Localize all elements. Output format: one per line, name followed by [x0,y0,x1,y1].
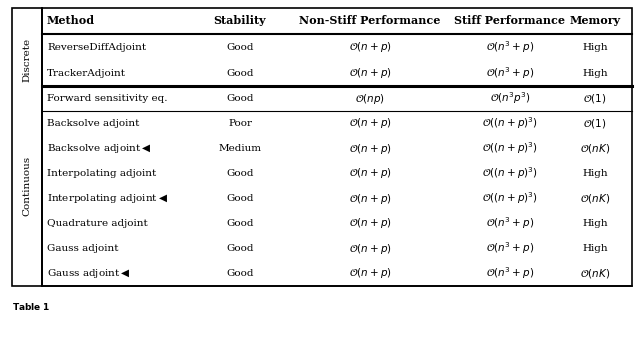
Text: $\mathcal{O}((n+p)^3)$: $\mathcal{O}((n+p)^3)$ [482,190,538,206]
Bar [12,8,42,286]
Text: High: High [582,42,608,51]
Text: $\mathbf{Table\ 1}$: $\mathbf{Table\ 1}$ [12,301,51,312]
Text: $\mathcal{O}((n+p)^3)$: $\mathcal{O}((n+p)^3)$ [482,141,538,156]
Text: $\mathcal{O}(n+p)$: $\mathcal{O}(n+p)$ [349,241,391,256]
Text: Non-Stiff Performance: Non-Stiff Performance [300,16,441,27]
Text: Quadrature adjoint: Quadrature adjoint [47,219,148,228]
Text: High: High [582,244,608,253]
Text: $\mathcal{O}(n^3+p)$: $\mathcal{O}(n^3+p)$ [486,240,534,256]
Text: $\mathcal{O}(n+p)$: $\mathcal{O}(n+p)$ [349,217,391,230]
Text: Good: Good [227,42,253,51]
Text: Gauss adjoint: Gauss adjoint [47,244,118,253]
Text: High: High [582,219,608,228]
Text: $\mathcal{O}(n+p)$: $\mathcal{O}(n+p)$ [349,141,391,156]
Text: TrackerAdjoint: TrackerAdjoint [47,69,126,78]
Text: Good: Good [227,269,253,278]
Text: Interpolating adjoint: Interpolating adjoint [47,169,156,178]
Text: $\mathcal{O}(nK)$: $\mathcal{O}(nK)$ [580,142,610,155]
Text: Poor: Poor [228,119,252,128]
Text: Good: Good [227,244,253,253]
Text: $\mathcal{O}(n^3+p)$: $\mathcal{O}(n^3+p)$ [486,39,534,55]
Text: $\mathcal{O}(n+p)$: $\mathcal{O}(n+p)$ [349,66,391,80]
Text: Medium: Medium [218,144,262,153]
Text: $\mathcal{O}(np)$: $\mathcal{O}(np)$ [355,91,385,106]
Text: $\mathcal{O}(nK)$: $\mathcal{O}(nK)$ [580,192,610,205]
Text: $\mathcal{O}((n+p)^3)$: $\mathcal{O}((n+p)^3)$ [482,116,538,131]
Text: $\mathcal{O}(nK)$: $\mathcal{O}(nK)$ [580,267,610,280]
Text: $\mathcal{O}(n^3+p)$: $\mathcal{O}(n^3+p)$ [486,266,534,282]
Text: $\mathcal{O}(n^3p^3)$: $\mathcal{O}(n^3p^3)$ [490,91,531,106]
Text: $\mathcal{O}((n+p)^3)$: $\mathcal{O}((n+p)^3)$ [482,166,538,181]
Text: $\mathcal{O}(1)$: $\mathcal{O}(1)$ [583,117,607,130]
Text: Good: Good [227,69,253,78]
Text: Memory: Memory [570,16,621,27]
Text: Good: Good [227,194,253,203]
Text: Backsolve adjoint$\blacktriangleleft$: Backsolve adjoint$\blacktriangleleft$ [47,142,152,155]
Text: Gauss adjoint$\blacktriangleleft$: Gauss adjoint$\blacktriangleleft$ [47,267,131,280]
Text: $\mathcal{O}(n^3+p)$: $\mathcal{O}(n^3+p)$ [486,65,534,81]
Text: ReverseDiffAdjoint: ReverseDiffAdjoint [47,42,146,51]
Text: Stability: Stability [214,16,266,27]
Bar [42,8,632,286]
Text: Good: Good [227,219,253,228]
Text: High: High [582,69,608,78]
Text: Stiff Performance: Stiff Performance [454,16,566,27]
Text: $\mathcal{O}(n+p)$: $\mathcal{O}(n+p)$ [349,167,391,180]
Text: Discrete: Discrete [22,38,31,82]
Text: $\mathcal{O}(n^3+p)$: $\mathcal{O}(n^3+p)$ [486,216,534,231]
Text: $\mathcal{O}(n+p)$: $\mathcal{O}(n+p)$ [349,117,391,130]
Text: Method: Method [47,16,95,27]
Text: $\mathcal{O}(n+p)$: $\mathcal{O}(n+p)$ [349,191,391,206]
Text: Backsolve adjoint: Backsolve adjoint [47,119,140,128]
Text: $\mathcal{O}(n+p)$: $\mathcal{O}(n+p)$ [349,40,391,54]
Text: $\mathcal{O}(n+p)$: $\mathcal{O}(n+p)$ [349,266,391,280]
Text: Continuous: Continuous [22,156,31,216]
Text: Good: Good [227,94,253,103]
Text: Forward sensitivity eq.: Forward sensitivity eq. [47,94,168,103]
Text: $\mathcal{O}(1)$: $\mathcal{O}(1)$ [583,92,607,105]
Text: Good: Good [227,169,253,178]
Text: Interpolating adjoint$\blacktriangleleft$: Interpolating adjoint$\blacktriangleleft… [47,192,168,205]
Text: High: High [582,169,608,178]
